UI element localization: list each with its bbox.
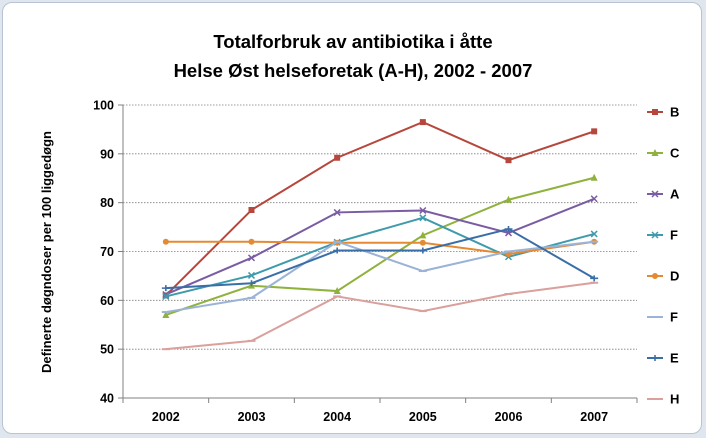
- legend-label: F: [670, 228, 678, 243]
- series-line: [165, 121, 595, 297]
- legend-label: F: [670, 310, 678, 325]
- data-point: [651, 355, 659, 361]
- series-line: [165, 216, 595, 298]
- series-line: [165, 227, 595, 290]
- data-point: [651, 231, 659, 239]
- series-lines: [161, 119, 599, 351]
- x-tick-label: 2007: [580, 410, 608, 424]
- x-tick-label: 2004: [323, 410, 351, 424]
- data-point: [333, 287, 341, 295]
- series-c: [162, 173, 598, 318]
- legend-item: E: [647, 351, 679, 366]
- data-point: [652, 273, 658, 279]
- legend-label: C: [670, 146, 680, 161]
- y-tick-label: 40: [100, 392, 114, 406]
- legend-item: F: [647, 310, 678, 325]
- series-line: [165, 240, 595, 255]
- data-point: [334, 154, 341, 161]
- series-line: [165, 197, 595, 296]
- series-e: [161, 226, 599, 292]
- data-point: [419, 119, 426, 126]
- data-point: [162, 292, 170, 300]
- legend-item: D: [647, 269, 679, 284]
- series-line: [165, 281, 595, 351]
- data-point: [652, 109, 658, 115]
- data-point: [247, 280, 256, 287]
- chart-title-line-1: Totalforbruk av antibiotika i åtte: [213, 31, 492, 52]
- legend-label: A: [670, 187, 680, 202]
- y-tick-label: 80: [100, 196, 114, 210]
- data-point: [504, 226, 513, 233]
- legend-label: D: [670, 269, 679, 284]
- series-f: [162, 214, 598, 300]
- y-tick-label: 50: [100, 343, 114, 357]
- legend: B C A F D F E H: [647, 105, 680, 407]
- data-point: [590, 173, 598, 181]
- data-point: [590, 195, 598, 203]
- data-point: [333, 208, 341, 216]
- data-point: [247, 254, 256, 262]
- data-point: [247, 271, 256, 279]
- legend-item: A: [647, 187, 680, 202]
- legend-label: E: [670, 351, 679, 366]
- legend-item: F: [647, 228, 678, 243]
- y-tick-label: 100: [93, 99, 114, 113]
- data-point: [162, 310, 170, 318]
- y-axis-label: Definerte døgndoser per 100 liggedøgn: [39, 131, 54, 373]
- legend-label: H: [670, 392, 679, 407]
- y-tick-label: 90: [100, 147, 114, 161]
- x-tick-label: 2005: [409, 410, 437, 424]
- data-point: [419, 231, 427, 239]
- y-tick-label: 70: [100, 245, 114, 259]
- series-line: [165, 176, 595, 316]
- x-tick-label: 2003: [238, 410, 266, 424]
- legend-label: B: [670, 105, 679, 120]
- legend-item: B: [647, 105, 679, 120]
- chart-frame: [2, 2, 702, 434]
- gridlines: [123, 104, 637, 350]
- y-tick-labels: 40 50 60 70 80 90 100: [93, 99, 114, 406]
- series-a: [162, 195, 598, 299]
- data-point: [505, 157, 512, 164]
- data-point: [161, 285, 170, 292]
- data-point: [419, 239, 426, 246]
- data-point: [162, 238, 169, 245]
- data-point: [591, 128, 598, 135]
- x-tick-label: 2002: [152, 410, 180, 424]
- series-f: [161, 240, 599, 314]
- data-point: [590, 275, 599, 282]
- series-line: [165, 240, 595, 314]
- data-point: [505, 195, 512, 203]
- data-point: [419, 206, 427, 215]
- data-point: [419, 214, 427, 222]
- legend-item: H: [647, 392, 679, 407]
- data-point: [590, 230, 598, 238]
- y-tick-label: 60: [100, 294, 114, 308]
- legend-item: C: [647, 146, 680, 161]
- data-point: [248, 238, 255, 245]
- data-point: [651, 149, 659, 156]
- chart-title-line-2: Helse Øst helseforetak (A-H), 2002 - 200…: [174, 60, 533, 81]
- series-b: [162, 119, 598, 299]
- data-point: [651, 190, 659, 198]
- x-tick-label: 2006: [495, 410, 523, 424]
- x-tick-labels: 2002 2003 2004 2005 2006 2007: [152, 410, 608, 424]
- data-point: [333, 247, 342, 254]
- series-h: [161, 281, 599, 351]
- axes: [118, 104, 638, 403]
- data-point: [248, 206, 255, 213]
- data-point: [418, 247, 427, 254]
